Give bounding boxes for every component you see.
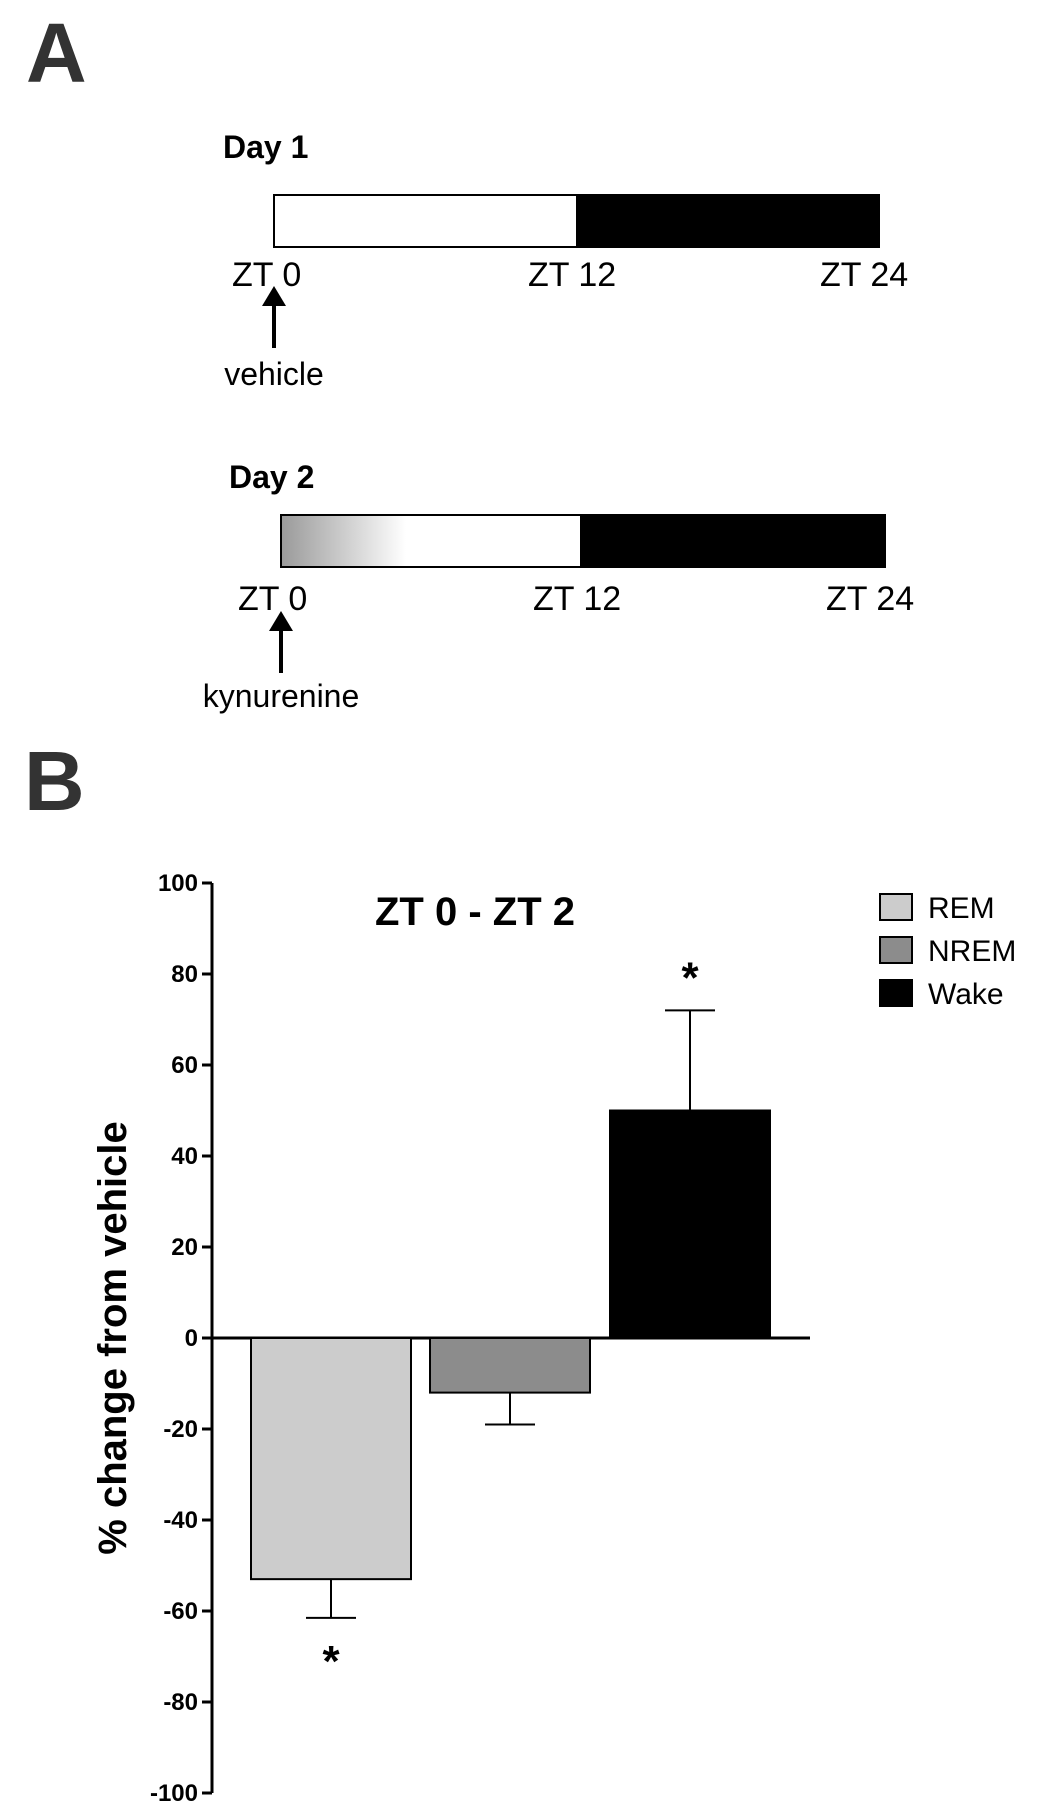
- legend-swatch-rem: [879, 893, 913, 921]
- day1-light-phase: [273, 194, 578, 248]
- day1-title: Day 1: [223, 129, 308, 165]
- y-tick-label: 0: [185, 1325, 198, 1352]
- day2-dark-phase: [580, 514, 886, 568]
- legend-label-wake: Wake: [928, 978, 1004, 1011]
- y-tick-label: 60: [171, 1052, 198, 1079]
- day1-tick-zt24: ZT 24: [820, 256, 908, 294]
- y-tick-label: 100: [158, 870, 198, 897]
- day1-dark-phase: [576, 194, 880, 248]
- bar-wake: [609, 1109, 771, 1339]
- bar-rem: [250, 1337, 412, 1581]
- panel-b-letter: B: [24, 734, 85, 828]
- day2-kynurenine-gradient: [281, 515, 406, 567]
- day2-tick-zt0: ZT 0: [238, 580, 307, 618]
- day2-tick-zt24: ZT 24: [826, 580, 914, 618]
- chart-title: ZT 0 - ZT 2: [375, 890, 575, 934]
- day2-tick-zt12: ZT 12: [533, 580, 621, 618]
- y-axis-title: % change from vehicle: [91, 1121, 135, 1554]
- day1-tick-zt12: ZT 12: [528, 256, 616, 294]
- bar-chart: 100 80 60 40 20 0 -20 -40 -60 -80 -100 % change fro…: [91, 870, 1016, 1807]
- y-tick-label: -40: [163, 1507, 198, 1534]
- day2-injection-arrow: [269, 611, 293, 673]
- legend-label-nrem: NREM: [928, 935, 1016, 968]
- day2-title: Day 2: [229, 459, 314, 495]
- legend-label-rem: REM: [928, 892, 995, 925]
- y-tick-label: -80: [163, 1689, 198, 1716]
- day1-tick-zt0: ZT 0: [232, 256, 301, 294]
- y-tick-label: 80: [171, 961, 198, 988]
- y-tick-label: -60: [163, 1598, 198, 1625]
- significance-rem: *: [322, 1637, 340, 1686]
- y-tick-label: -20: [163, 1416, 198, 1443]
- y-tick-label: 20: [171, 1234, 198, 1261]
- day1-treatment-label: vehicle: [224, 356, 324, 392]
- day1-injection-arrow: [262, 286, 286, 348]
- panel-a-letter: A: [26, 6, 87, 100]
- legend-swatch-nrem: [879, 936, 913, 964]
- bar-nrem: [429, 1337, 591, 1394]
- legend-swatch-wake: [879, 979, 913, 1007]
- y-tick-label: -100: [150, 1780, 198, 1807]
- day2-treatment-label: kynurenine: [203, 678, 360, 714]
- significance-wake: *: [681, 953, 699, 1002]
- y-tick-label: 40: [171, 1143, 198, 1170]
